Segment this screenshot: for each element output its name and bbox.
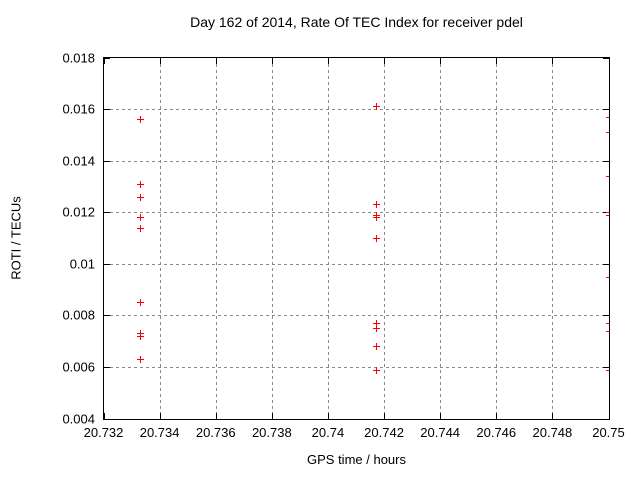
- y-tick-label: 0.008: [62, 307, 95, 323]
- grid-line-vertical: [327, 58, 329, 419]
- x-tick-mark: [271, 413, 273, 419]
- data-point-marker: [605, 320, 609, 328]
- data-point-marker: [372, 366, 380, 374]
- data-point-marker: [372, 235, 380, 242]
- x-tick-mark: [271, 58, 273, 64]
- grid-line-horizontal: [104, 160, 609, 162]
- data-point-marker: [372, 214, 380, 222]
- grid-line-horizontal: [104, 263, 609, 265]
- grid-line-horizontal: [104, 366, 609, 368]
- grid-line-vertical: [440, 58, 442, 419]
- grid-line-vertical: [271, 58, 273, 419]
- chart-title: Day 162 of 2014, Rate Of TEC Index for r…: [190, 14, 523, 30]
- grid-line-horizontal: [104, 109, 609, 111]
- x-tick-mark: [215, 413, 217, 419]
- x-tick-mark: [608, 58, 609, 64]
- data-point-marker: [136, 214, 144, 222]
- x-tick-label: 20.746: [476, 425, 517, 440]
- data-point-marker: [372, 343, 380, 351]
- data-point-marker: [136, 332, 144, 340]
- data-point-marker: [605, 211, 609, 219]
- y-tick-label: 0.004: [62, 411, 95, 426]
- grid-line-vertical: [384, 58, 386, 419]
- x-tick-label: 20.75: [592, 425, 625, 440]
- x-tick-mark: [104, 58, 105, 64]
- plot-area: [103, 57, 610, 420]
- x-tick-mark: [159, 413, 161, 419]
- grid-line-vertical: [215, 58, 217, 419]
- x-tick-label: 20.732: [83, 425, 124, 440]
- data-point-marker: [136, 299, 144, 307]
- y-tick-mark: [603, 58, 609, 59]
- data-point-marker: [136, 180, 144, 188]
- data-point-marker: [136, 116, 144, 124]
- grid-line-vertical: [552, 58, 554, 419]
- x-tick-mark: [215, 58, 217, 64]
- y-tick-mark: [603, 315, 609, 317]
- x-tick-mark: [496, 413, 498, 419]
- x-tick-mark: [496, 58, 498, 64]
- x-tick-mark: [327, 58, 329, 64]
- y-tick-mark: [603, 366, 609, 368]
- x-axis-label: GPS time / hours: [307, 452, 406, 467]
- data-point-marker: [372, 201, 380, 209]
- data-point-marker: [605, 366, 609, 374]
- x-tick-mark: [552, 413, 554, 419]
- data-point-marker: [372, 103, 380, 111]
- x-tick-label: 20.742: [364, 425, 404, 440]
- y-tick-mark: [603, 109, 609, 111]
- y-tick-mark: [104, 418, 110, 419]
- y-tick-mark: [603, 263, 609, 265]
- y-tick-mark: [104, 212, 110, 214]
- y-tick-mark: [603, 160, 609, 162]
- x-tick-label: 20.738: [251, 425, 292, 440]
- data-point-marker: [136, 224, 144, 232]
- x-tick-label: 20.74: [311, 425, 345, 440]
- x-tick-mark: [327, 413, 329, 419]
- x-tick-mark: [384, 58, 386, 64]
- data-point-marker: [605, 113, 609, 121]
- y-tick-label: 0.006: [62, 359, 95, 375]
- y-tick-mark: [603, 418, 609, 419]
- y-tick-label: 0.014: [62, 153, 95, 169]
- y-tick-label: 0.016: [62, 101, 95, 117]
- grid-line-vertical: [159, 58, 161, 419]
- x-tick-mark: [159, 58, 161, 64]
- data-point-marker: [605, 273, 609, 281]
- data-point-marker: [372, 325, 380, 333]
- x-tick-mark: [384, 413, 386, 419]
- data-point-marker: [372, 320, 380, 328]
- data-point-marker: [136, 356, 144, 364]
- x-tick-mark: [440, 413, 442, 419]
- x-tick-label: 20.736: [195, 425, 236, 440]
- data-point-marker: [136, 193, 144, 201]
- x-tick-label: 20.744: [420, 425, 461, 440]
- y-tick-mark: [104, 109, 110, 111]
- grid-line-horizontal: [104, 315, 609, 317]
- x-tick-mark: [104, 413, 105, 419]
- x-tick-label: 20.734: [139, 425, 180, 440]
- y-tick-label: 0.012: [62, 204, 95, 220]
- x-tick-label: 20.748: [532, 425, 573, 440]
- y-tick-label: 0.01: [69, 256, 95, 272]
- grid-line-vertical: [496, 58, 498, 419]
- y-tick-mark: [104, 160, 110, 162]
- x-tick-mark: [608, 413, 609, 419]
- y-tick-label: 0.018: [62, 50, 95, 65]
- grid-line-horizontal: [104, 212, 609, 214]
- data-point-marker: [605, 173, 609, 181]
- y-tick-mark: [104, 366, 110, 368]
- x-tick-mark: [440, 58, 442, 64]
- x-tick-mark: [552, 58, 554, 64]
- y-tick-mark: [104, 58, 110, 59]
- data-point-marker: [605, 129, 609, 137]
- data-point-marker: [605, 327, 609, 335]
- y-tick-mark: [104, 263, 110, 265]
- y-tick-mark: [104, 315, 110, 317]
